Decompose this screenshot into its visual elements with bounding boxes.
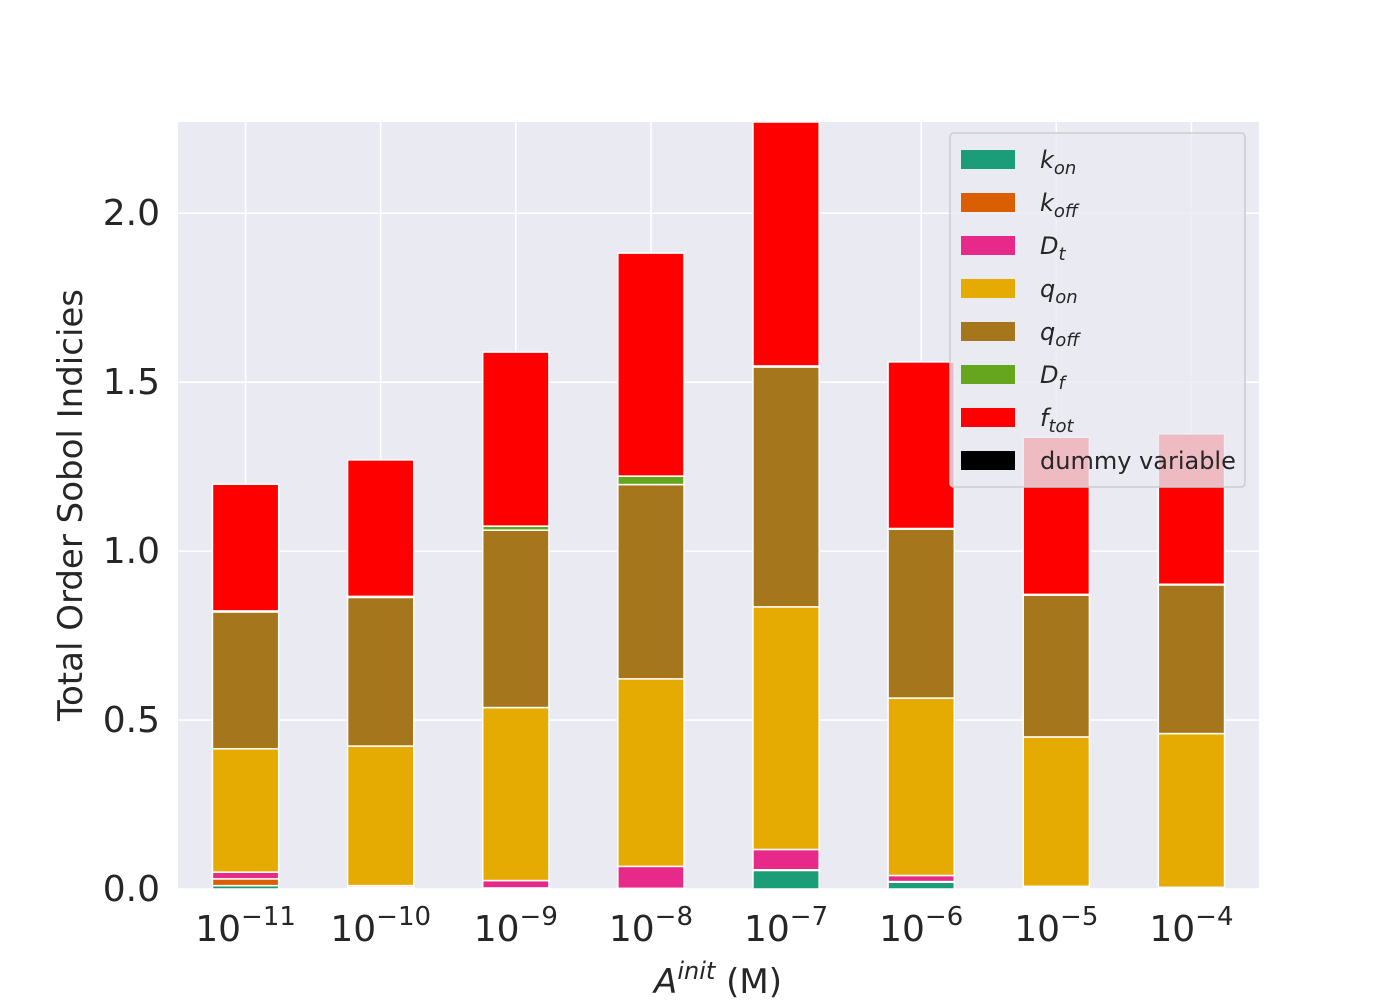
bar-q-off-6: [1023, 595, 1089, 737]
bar-q-off-5: [888, 529, 954, 698]
x-tick-label-2: 10−9: [474, 902, 558, 950]
bar-d-f-3: [618, 476, 684, 484]
x-tick-label-1: 10−10: [330, 902, 431, 950]
y-tick-labels: 0.0 0.5 1.0 1.5 2.0: [103, 193, 160, 910]
legend-swatch-2: [961, 236, 1015, 255]
legend-label-7: dummy variable: [1040, 447, 1236, 475]
y-tick-label-1: 0.5: [103, 700, 160, 741]
bar-q-off-4: [753, 367, 819, 607]
legend-swatch-3: [961, 279, 1015, 298]
y-tick-label-2: 1.0: [103, 531, 160, 572]
bar-q-on-3: [618, 679, 684, 867]
bar-q-on-4: [753, 607, 819, 850]
legend-box: [950, 133, 1245, 487]
bar-q-on-5: [888, 698, 954, 875]
bar-f-tot-1: [348, 460, 414, 597]
bar-q-off-7: [1158, 585, 1224, 734]
x-axis-label-sup: init: [677, 957, 717, 985]
bar-q-off-3: [618, 485, 684, 679]
bar-d-t-4: [753, 849, 819, 869]
x-tick-label-3: 10−8: [609, 902, 693, 950]
bar-f-tot-2: [483, 352, 549, 526]
y-tick-label-4: 2.0: [103, 193, 160, 234]
bar-f-tot-0: [212, 484, 278, 611]
bar-d-t-0: [212, 872, 278, 879]
bar-q-on-6: [1023, 737, 1089, 886]
x-axis-label-unit: (M): [715, 962, 782, 1000]
x-tick-label-6: 10−5: [1014, 902, 1098, 950]
y-tick-label-3: 1.5: [103, 362, 160, 403]
bar-q-on-0: [212, 749, 278, 872]
bar-q-off-2: [483, 530, 549, 707]
legend-swatch-4: [961, 322, 1015, 341]
x-tick-label-5: 10−6: [879, 902, 963, 950]
bar-k-off-0: [212, 879, 278, 886]
legend-swatch-6: [961, 408, 1015, 427]
x-tick-label-7: 10−4: [1149, 902, 1233, 950]
bar-k-on-5: [888, 882, 954, 889]
bar-q-on-1: [348, 746, 414, 886]
bar-d-t-5: [888, 875, 954, 881]
bar-d-t-3: [618, 866, 684, 888]
x-tick-label-0: 10−11: [195, 902, 296, 950]
x-axis-label: Ainit (M): [652, 957, 782, 1000]
x-tick-label-4: 10−7: [744, 902, 828, 950]
bar-k-on-4: [753, 870, 819, 889]
bar-q-on-7: [1158, 734, 1224, 888]
legend-swatch-7: [961, 451, 1015, 470]
bar-q-off-1: [348, 597, 414, 746]
bar-q-on-2: [483, 708, 549, 881]
x-axis-label-var: A: [652, 962, 677, 1000]
bar-q-off-0: [212, 612, 278, 749]
legend-swatch-5: [961, 365, 1015, 384]
bar-f-tot-5: [888, 362, 954, 529]
y-axis-label: Total Order Sobol Indicies: [51, 289, 91, 722]
legend-swatch-1: [961, 193, 1015, 212]
x-tick-labels: 10−11 10−10 10−9 10−8 10−7 10−6 10−5 10−4: [195, 902, 1233, 950]
bar-d-t-2: [483, 881, 549, 888]
bar-f-tot-4: [753, 122, 819, 366]
legend-swatch-0: [961, 150, 1015, 169]
bar-f-tot-3: [618, 253, 684, 476]
y-tick-label-0: 0.0: [103, 869, 160, 910]
